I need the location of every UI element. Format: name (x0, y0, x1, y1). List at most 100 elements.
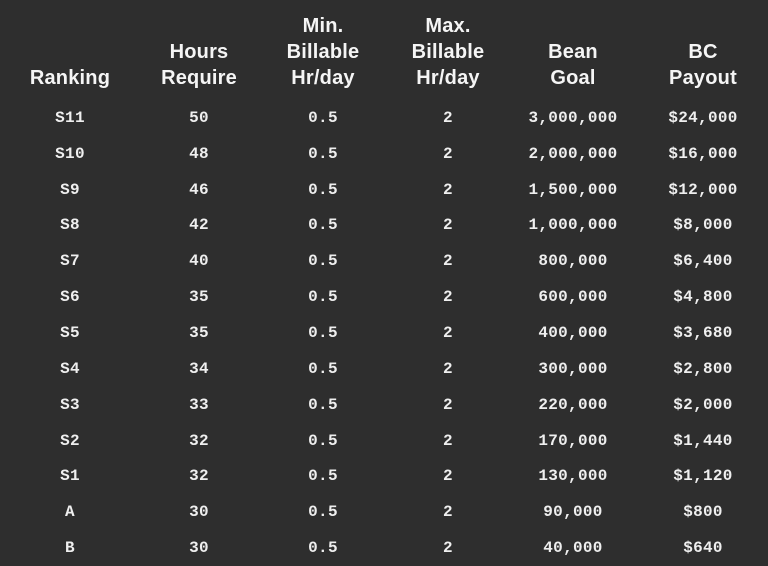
cell-bean-goal: 1,000,000 (528, 216, 618, 235)
cell-bc-payout: $6,400 (673, 252, 733, 271)
cell-ranking: S5 (60, 323, 80, 342)
cell-max-billable: 2 (443, 539, 453, 558)
cell-hours-require: 46 (189, 180, 209, 199)
cell-max-billable: 2 (443, 216, 453, 235)
cell-bc-payout: $1,440 (673, 431, 733, 450)
cell-bean-goal: 90,000 (543, 503, 603, 522)
table-row: B 30 0.5 2 40,000 $640 (0, 530, 768, 566)
table-row: S9 46 0.5 2 1,500,000 $12,000 (0, 172, 768, 208)
cell-min-billable: 0.5 (308, 252, 338, 271)
cell-bean-goal: 40,000 (543, 539, 603, 558)
cell-bc-payout: $16,000 (668, 144, 738, 163)
cell-max-billable: 2 (443, 323, 453, 342)
cell-bean-goal: 600,000 (538, 288, 608, 307)
table-row: S11 50 0.5 2 3,000,000 $24,000 (0, 100, 768, 136)
cell-max-billable: 2 (443, 252, 453, 271)
cell-ranking: S6 (60, 288, 80, 307)
table-row: S7 40 0.5 2 800,000 $6,400 (0, 243, 768, 279)
cell-bc-payout: $2,800 (673, 359, 733, 378)
cell-max-billable: 2 (443, 467, 453, 486)
cell-bean-goal: 3,000,000 (528, 108, 618, 127)
table-row: S3 33 0.5 2 220,000 $2,000 (0, 387, 768, 423)
cell-bc-payout: $4,800 (673, 288, 733, 307)
column-header-bc-payout: BC Payout (669, 41, 737, 89)
cell-hours-require: 48 (189, 144, 209, 163)
table-row: S10 48 0.5 2 2,000,000 $16,000 (0, 136, 768, 172)
cell-bean-goal: 1,500,000 (528, 180, 618, 199)
column-header-hours-require: Hours Require (161, 41, 237, 89)
cell-min-billable: 0.5 (308, 180, 338, 199)
cell-min-billable: 0.5 (308, 395, 338, 414)
cell-bean-goal: 130,000 (538, 467, 608, 486)
cell-max-billable: 2 (443, 431, 453, 450)
cell-ranking: S2 (60, 431, 80, 450)
cell-bean-goal: 2,000,000 (528, 144, 618, 163)
cell-hours-require: 40 (189, 252, 209, 271)
cell-hours-require: 35 (189, 288, 209, 307)
column-header-max-billable: Max. Billable Hr/day (411, 15, 485, 89)
table-row: S5 35 0.5 2 400,000 $3,680 (0, 315, 768, 351)
cell-ranking: S10 (55, 144, 85, 163)
cell-bc-payout: $8,000 (673, 216, 733, 235)
cell-max-billable: 2 (443, 395, 453, 414)
table-header-row: Ranking Hours Require Min. Billable Hr/d… (0, 0, 768, 100)
cell-bean-goal: 300,000 (538, 359, 608, 378)
cell-hours-require: 32 (189, 431, 209, 450)
cell-bc-payout: $12,000 (668, 180, 738, 199)
cell-min-billable: 0.5 (308, 467, 338, 486)
cell-ranking: A (65, 503, 75, 522)
cell-min-billable: 0.5 (308, 359, 338, 378)
cell-hours-require: 30 (189, 539, 209, 558)
cell-hours-require: 30 (189, 503, 209, 522)
cell-hours-require: 50 (189, 108, 209, 127)
cell-max-billable: 2 (443, 288, 453, 307)
column-header-min-billable: Min. Billable Hr/day (286, 15, 360, 89)
cell-bc-payout: $2,000 (673, 395, 733, 414)
cell-bc-payout: $1,120 (673, 467, 733, 486)
cell-ranking: S9 (60, 180, 80, 199)
cell-ranking: B (65, 539, 75, 558)
cell-min-billable: 0.5 (308, 144, 338, 163)
cell-bean-goal: 220,000 (538, 395, 608, 414)
cell-hours-require: 34 (189, 359, 209, 378)
cell-max-billable: 2 (443, 108, 453, 127)
table-body: S11 50 0.5 2 3,000,000 $24,000 S10 48 0.5 2 2,000,… (0, 100, 768, 566)
cell-min-billable: 0.5 (308, 288, 338, 307)
table-row: A 30 0.5 2 90,000 $800 (0, 494, 768, 530)
cell-min-billable: 0.5 (308, 503, 338, 522)
table-row: S1 32 0.5 2 130,000 $1,120 (0, 458, 768, 494)
cell-min-billable: 0.5 (308, 431, 338, 450)
cell-ranking: S4 (60, 359, 80, 378)
cell-ranking: S8 (60, 216, 80, 235)
cell-min-billable: 0.5 (308, 539, 338, 558)
table-row: S2 32 0.5 2 170,000 $1,440 (0, 423, 768, 459)
cell-bc-payout: $3,680 (673, 323, 733, 342)
cell-ranking: S1 (60, 467, 80, 486)
cell-max-billable: 2 (443, 359, 453, 378)
cell-hours-require: 42 (189, 216, 209, 235)
cell-min-billable: 0.5 (308, 323, 338, 342)
cell-bean-goal: 800,000 (538, 252, 608, 271)
column-header-bean-goal: Bean Goal (548, 41, 598, 89)
cell-bean-goal: 170,000 (538, 431, 608, 450)
table-row: S8 42 0.5 2 1,000,000 $8,000 (0, 208, 768, 244)
column-header-ranking: Ranking (29, 67, 111, 89)
cell-ranking: S11 (55, 108, 85, 127)
cell-hours-require: 35 (189, 323, 209, 342)
table-row: S4 34 0.5 2 300,000 $2,800 (0, 351, 768, 387)
cell-ranking: S7 (60, 252, 80, 271)
cell-hours-require: 32 (189, 467, 209, 486)
cell-bc-payout: $800 (683, 503, 723, 522)
table-row: S6 35 0.5 2 600,000 $4,800 (0, 279, 768, 315)
cell-bean-goal: 400,000 (538, 323, 608, 342)
cell-ranking: S3 (60, 395, 80, 414)
cell-bc-payout: $24,000 (668, 108, 738, 127)
cell-max-billable: 2 (443, 180, 453, 199)
cell-min-billable: 0.5 (308, 108, 338, 127)
cell-max-billable: 2 (443, 144, 453, 163)
cell-max-billable: 2 (443, 503, 453, 522)
cell-min-billable: 0.5 (308, 216, 338, 235)
cell-bc-payout: $640 (683, 539, 723, 558)
cell-hours-require: 33 (189, 395, 209, 414)
